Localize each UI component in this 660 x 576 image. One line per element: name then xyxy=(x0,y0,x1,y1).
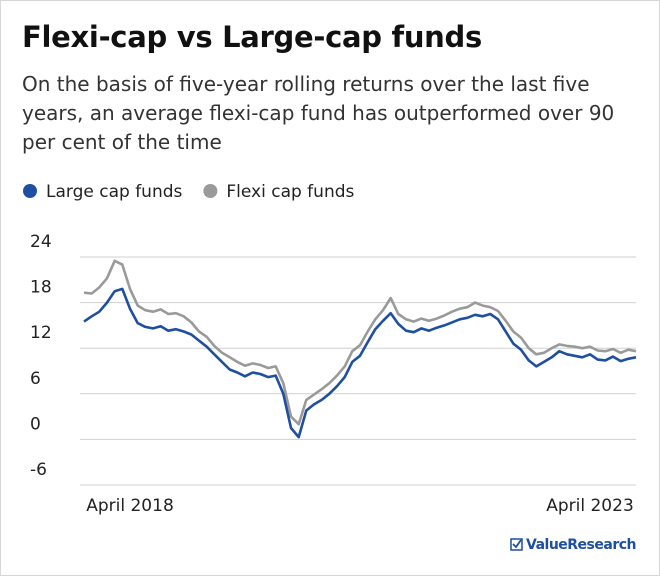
logo-icon xyxy=(510,538,523,551)
y-tick-label: 6 xyxy=(30,369,41,389)
x-tick-label: April 2018 xyxy=(86,496,174,516)
line-series xyxy=(83,259,637,426)
y-tick-label: 18 xyxy=(30,278,52,298)
line-series xyxy=(83,287,637,439)
y-tick-label: 0 xyxy=(30,414,41,434)
legend-label: Flexi cap funds xyxy=(226,182,354,202)
logo-check xyxy=(512,539,522,549)
legend-marker xyxy=(203,184,218,198)
chart-title: Flexi-cap vs Large-cap funds xyxy=(22,20,482,54)
chart-subtitle: On the basis of five-year rolling return… xyxy=(22,72,615,154)
y-tick-label: 24 xyxy=(30,232,52,252)
x-tick-label: April 2023 xyxy=(546,496,634,516)
logo: ValueResearch xyxy=(526,537,636,553)
logo-box xyxy=(510,538,523,551)
legend-label: Large cap funds xyxy=(46,182,183,202)
y-tick-label: 12 xyxy=(30,323,52,343)
legend-marker xyxy=(23,184,37,198)
y-tick-label: -6 xyxy=(30,460,47,480)
